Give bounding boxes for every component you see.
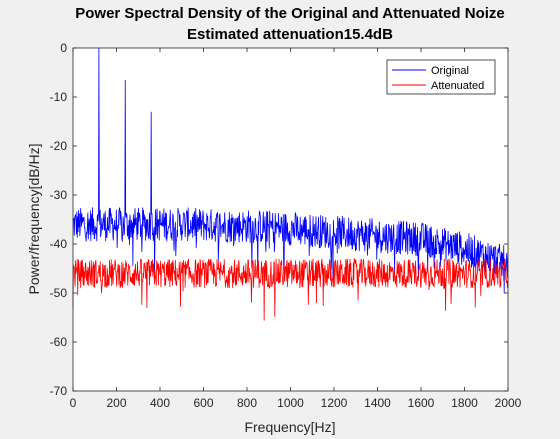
y-tick-label: -30 [50, 188, 68, 202]
x-tick-label: 0 [70, 396, 77, 410]
x-tick-label: 1000 [277, 396, 304, 410]
y-tick-label: -60 [50, 335, 68, 349]
x-tick-label: 1200 [321, 396, 348, 410]
legend-label-attenuated: Attenuated [431, 80, 484, 92]
series-line-original [72, 47, 509, 294]
series-layer [72, 47, 509, 321]
chart-subtitle: Estimated attenuation15.4dB [187, 26, 393, 43]
y-tick-label: 0 [60, 41, 67, 55]
x-tick-label: 400 [150, 396, 170, 410]
x-tick-label: 1600 [408, 396, 435, 410]
chart-title: Power Spectral Density of the Original a… [75, 5, 505, 22]
y-tick-label: -70 [50, 384, 68, 398]
y-axis-label: Power/frequency[dB/Hz] [26, 144, 42, 295]
x-tick-label: 1400 [364, 396, 391, 410]
legend-label-original: Original [431, 65, 469, 77]
x-tick-label: 800 [237, 396, 257, 410]
x-tick-label: 1800 [451, 396, 478, 410]
series-line-attenuated [72, 258, 509, 321]
y-tick-label: -50 [50, 286, 68, 300]
x-axis-label: Frequency[Hz] [244, 419, 335, 435]
y-tick-label: -40 [50, 237, 68, 251]
legend-box [386, 59, 496, 95]
x-tick-label: 2000 [495, 396, 522, 410]
legend: Original Attenuated [386, 59, 496, 95]
x-tick-label: 600 [193, 396, 213, 410]
y-tick-label: -20 [50, 139, 68, 153]
x-tick-label: 200 [106, 396, 126, 410]
y-tick-label: -10 [50, 90, 68, 104]
axes-layer: 0 200 400 600 800 1000 1200 1400 1600 1800 2000 0 -1… [50, 41, 522, 410]
